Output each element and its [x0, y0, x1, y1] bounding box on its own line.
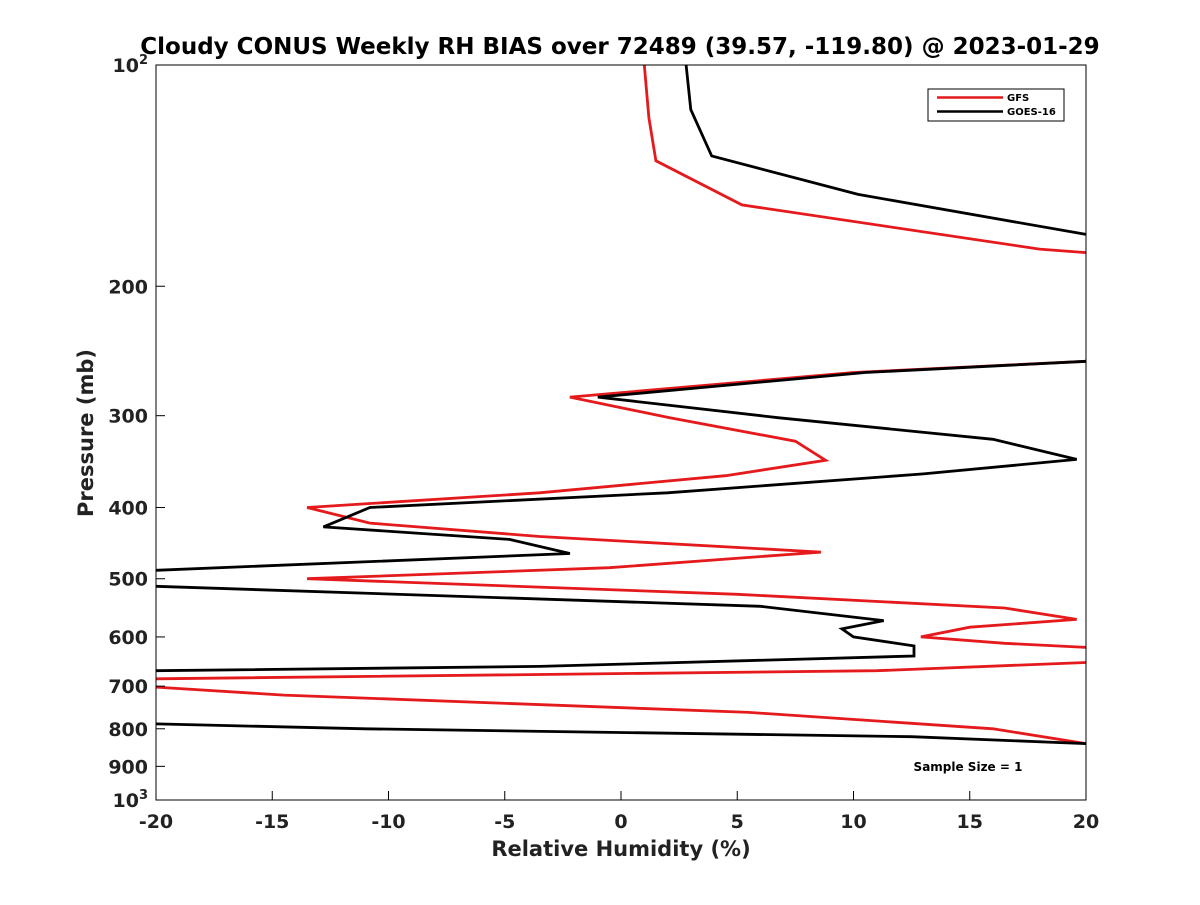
legend-label-goes16: GOES-16 [1007, 107, 1056, 118]
x-tick-label: 0 [614, 811, 627, 833]
legend: GFS GOES-16 [927, 88, 1065, 122]
y-tick-label: 800 [108, 719, 148, 741]
sample-size-annotation: Sample Size = 1 [914, 760, 1023, 774]
x-tick-label: -20 [139, 811, 173, 833]
y-tick-label: 102 [113, 53, 149, 77]
y-axis-label: Pressure (mb) [74, 349, 98, 517]
x-tick-label: 10 [840, 811, 866, 833]
series-line-goes16 [155, 64, 1087, 745]
y-tick-label: 400 [108, 498, 148, 520]
legend-label-gfs: GFS [1007, 93, 1029, 104]
x-tick-label: 20 [1073, 811, 1099, 833]
y-tick-label: 200 [108, 276, 148, 298]
y-axis: 102 200 300 400 500 600 700 800 900 103 [108, 53, 165, 812]
y-tick-label: 103 [113, 788, 149, 812]
x-axis-label: Relative Humidity (%) [491, 837, 750, 861]
series-line-gfs [155, 64, 1087, 745]
x-tick-label: -10 [371, 811, 405, 833]
legend-box [927, 88, 1065, 122]
plot-lines [155, 64, 1087, 745]
y-tick-label: 300 [108, 406, 148, 428]
x-axis: -20 -15 -10 -5 0 5 10 15 20 [139, 791, 1099, 833]
y-tick-label: 600 [108, 627, 148, 649]
y-tick-label: 500 [108, 569, 148, 591]
x-tick-label: 15 [957, 811, 983, 833]
x-tick-label: -5 [494, 811, 515, 833]
x-tick-label: 5 [731, 811, 744, 833]
x-tick-label: -15 [255, 811, 289, 833]
y-tick-label: 700 [108, 676, 148, 698]
y-tick-label: 900 [108, 756, 148, 778]
chart-title: Cloudy CONUS Weekly RH BIAS over 72489 (… [140, 34, 1099, 60]
